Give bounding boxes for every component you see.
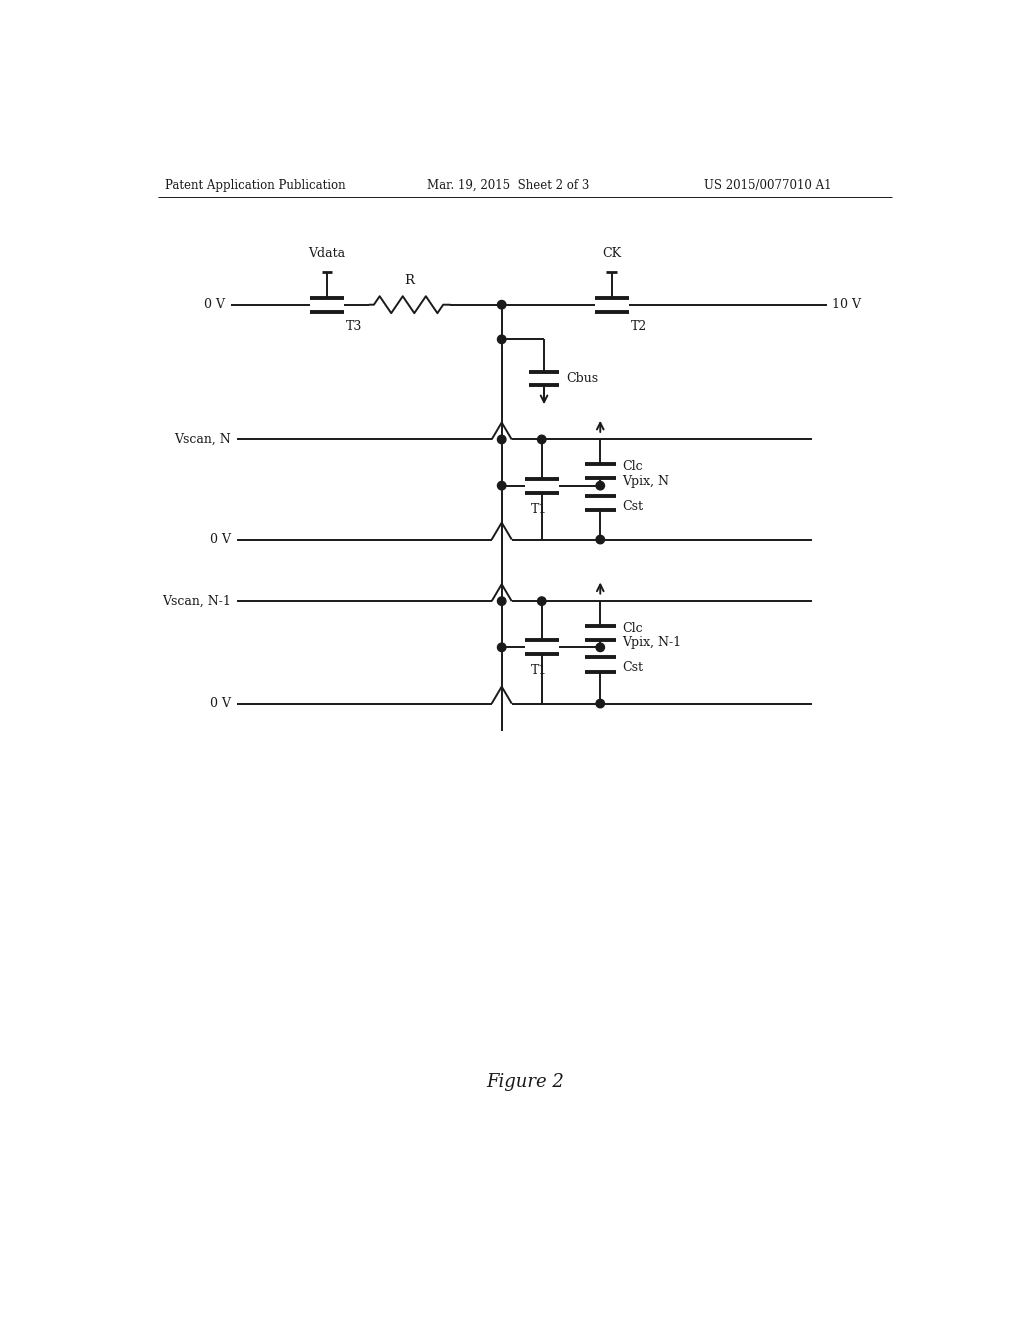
Text: T2: T2 [631, 321, 647, 333]
Text: Clc: Clc [622, 459, 642, 473]
Text: US 2015/0077010 A1: US 2015/0077010 A1 [705, 180, 831, 193]
Text: Vscan, N: Vscan, N [174, 433, 230, 446]
Text: 0 V: 0 V [210, 697, 230, 710]
Circle shape [538, 436, 546, 444]
Circle shape [498, 436, 506, 444]
Text: 0 V: 0 V [204, 298, 224, 312]
Text: T1: T1 [531, 664, 548, 677]
Circle shape [596, 536, 604, 544]
Text: 10 V: 10 V [833, 298, 861, 312]
Text: 0 V: 0 V [210, 533, 230, 546]
Text: Vpix, N-1: Vpix, N-1 [622, 636, 681, 649]
Circle shape [498, 335, 506, 343]
Text: T1: T1 [531, 503, 548, 516]
Text: Vdata: Vdata [308, 247, 345, 260]
Text: T3: T3 [346, 321, 362, 333]
Circle shape [498, 597, 506, 606]
Circle shape [498, 301, 506, 309]
Circle shape [498, 643, 506, 652]
Text: Cbus: Cbus [566, 372, 598, 385]
Text: Clc: Clc [622, 622, 642, 635]
Text: Cst: Cst [622, 499, 643, 512]
Circle shape [538, 597, 546, 606]
Circle shape [596, 643, 604, 652]
Text: Figure 2: Figure 2 [485, 1073, 564, 1092]
Circle shape [498, 482, 506, 490]
Text: Mar. 19, 2015  Sheet 2 of 3: Mar. 19, 2015 Sheet 2 of 3 [427, 180, 590, 193]
Text: CK: CK [602, 247, 622, 260]
Circle shape [596, 700, 604, 708]
Text: R: R [404, 275, 415, 286]
Text: Cst: Cst [622, 661, 643, 675]
Text: Vpix, N: Vpix, N [622, 474, 669, 487]
Text: Patent Application Publication: Patent Application Publication [165, 180, 346, 193]
Text: Vscan, N-1: Vscan, N-1 [162, 594, 230, 607]
Circle shape [596, 482, 604, 490]
